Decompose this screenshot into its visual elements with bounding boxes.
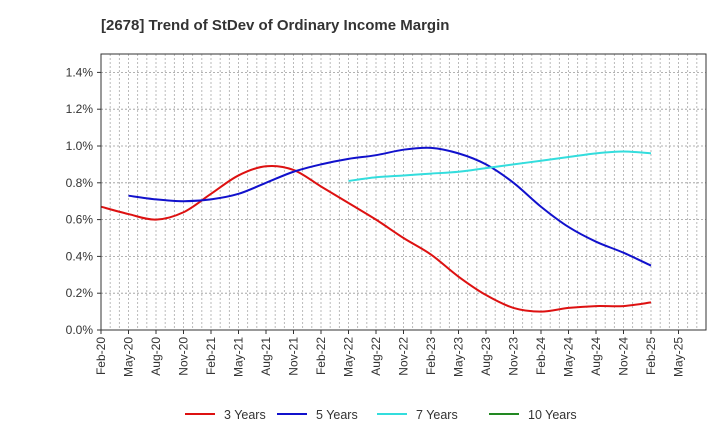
series-lines (100, 146, 652, 313)
x-tick-label: Feb-21 (204, 337, 218, 375)
x-tick-label: Aug-22 (369, 337, 383, 376)
y-tick-label: 0.8% (66, 176, 94, 190)
y-tick-label: 1.4% (66, 65, 94, 79)
x-tick-label: Nov-23 (507, 337, 521, 376)
y-tick-label: 1.0% (66, 139, 94, 153)
x-tick-label: Aug-21 (259, 337, 273, 376)
x-tick-label: May-24 (562, 337, 576, 377)
series-line-3-years (100, 164, 652, 313)
x-tick-label: Feb-22 (314, 337, 328, 375)
series-line-7-years (348, 150, 652, 182)
y-tick-label: 0.2% (66, 286, 94, 300)
y-tick-label: 0.6% (66, 213, 94, 227)
x-tick-label: Feb-20 (94, 337, 108, 375)
legend-label-5-years: 5 Years (316, 408, 358, 422)
series-line-5-years (128, 146, 652, 267)
y-tick-label: 0.0% (66, 323, 94, 337)
x-tick-label: Nov-21 (287, 337, 301, 376)
x-tick-label: Nov-22 (397, 337, 411, 376)
x-tick-label: May-20 (122, 337, 136, 377)
legend-label-10-years: 10 Years (528, 408, 577, 422)
chart-title: [2678] Trend of StDev of Ordinary Income… (101, 17, 449, 34)
x-tick-label: Feb-23 (424, 337, 438, 375)
legend-label-7-years: 7 Years (416, 408, 458, 422)
x-tick-label: Nov-24 (617, 337, 631, 376)
y-tick-label: 0.4% (66, 249, 94, 263)
x-tick-label: Feb-24 (534, 337, 548, 375)
x-tick-label: May-22 (342, 337, 356, 377)
x-tick-label: May-25 (672, 337, 686, 377)
x-tick-label: Aug-20 (149, 337, 163, 376)
y-tick-label: 1.2% (66, 102, 94, 116)
legend: 3 Years 5 Years 7 Years 10 Years (185, 408, 577, 422)
legend-label-3-years: 3 Years (224, 408, 266, 422)
x-tick-label: Aug-23 (479, 337, 493, 376)
x-tick-label: Nov-20 (177, 337, 191, 376)
x-tick-label: May-23 (452, 337, 466, 377)
grid-lines (101, 54, 706, 330)
x-tick-label: May-21 (232, 337, 246, 377)
x-tick-label: Feb-25 (644, 337, 658, 375)
axes: 0.0% 0.2% 0.4% 0.6% 0.8% 1.0% 1.2% 1.4% Feb-20 Ma… (66, 53, 707, 377)
x-tick-label: Aug-24 (589, 337, 603, 376)
